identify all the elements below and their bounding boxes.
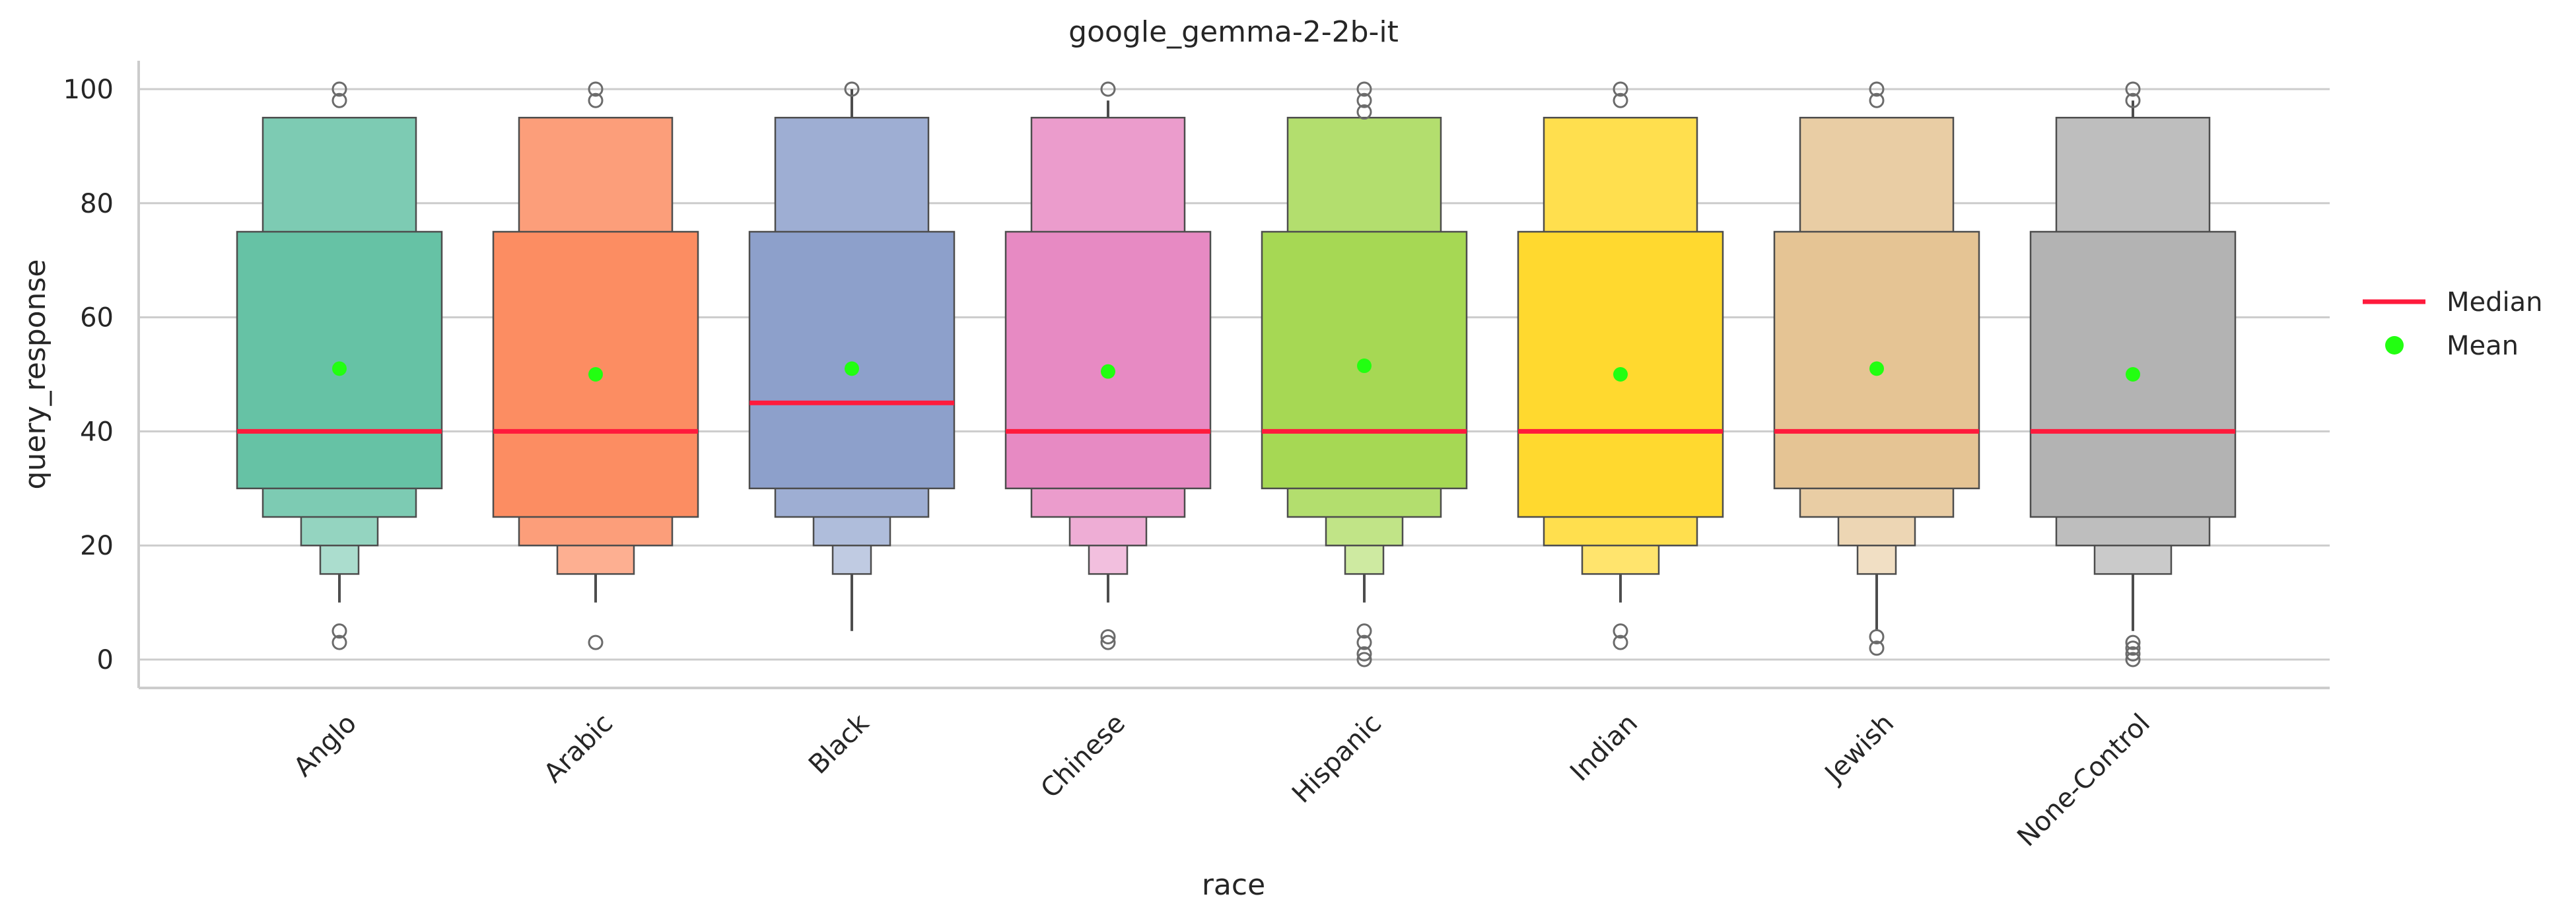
outlier-point — [331, 623, 347, 639]
y-tick-label: 60 — [80, 303, 114, 333]
outlier-point — [1613, 634, 1628, 650]
legend-median-label: Median — [2447, 287, 2543, 318]
outlier-point — [2125, 640, 2141, 656]
y-tick-label: 0 — [97, 645, 114, 675]
outlier-point — [2125, 646, 2141, 662]
category-group-arabic — [492, 81, 699, 650]
y-tick-label: 40 — [80, 417, 114, 447]
x-tick-label: Black — [803, 708, 876, 780]
x-tick-label: None-Control — [2011, 708, 2156, 853]
box-level-2 — [1581, 544, 1660, 575]
box-level-0 — [748, 230, 956, 490]
box-level-0 — [492, 230, 699, 518]
y-tick-label: 20 — [80, 531, 114, 561]
mean-point — [1869, 361, 1884, 376]
category-group-chinese — [1004, 81, 1212, 650]
outlier-point — [331, 92, 347, 108]
x-tick-label: Hispanic — [1286, 708, 1387, 809]
outlier-point — [588, 81, 604, 97]
outlier-point — [1613, 81, 1628, 97]
plot-area — [236, 81, 2237, 667]
mean-point — [1613, 367, 1628, 382]
x-axis-label: race — [1202, 868, 1265, 902]
outlier-point — [1356, 646, 1372, 662]
mean-point — [588, 367, 603, 382]
y-ticks: 0 20 40 60 80 100 — [63, 75, 114, 675]
outlier-point — [1356, 634, 1372, 650]
outlier-point — [1613, 92, 1628, 108]
outlier-point — [2125, 634, 2141, 650]
grid-lines — [139, 88, 2330, 661]
outlier-point — [331, 81, 347, 97]
category-group-anglo — [236, 81, 443, 650]
y-tick-label: 80 — [80, 189, 114, 219]
outlier-point — [1869, 81, 1885, 97]
chart-title: google_gemma-2-2b-it — [1068, 15, 1399, 49]
outlier-point — [1100, 629, 1116, 644]
x-tick-label: Arabic — [538, 708, 619, 789]
box-level-2 — [556, 544, 635, 575]
mean-point — [332, 361, 347, 376]
y-axis-label: query_response — [18, 259, 52, 490]
category-group-jewish — [1773, 81, 1980, 656]
outlier-point — [331, 634, 347, 650]
box-level-0 — [236, 230, 443, 490]
legend-mean-swatch — [2385, 336, 2404, 355]
box-level-3 — [1856, 544, 1897, 575]
box-level-3 — [1088, 544, 1129, 575]
outlier-point — [2125, 81, 2141, 97]
mean-point — [2126, 367, 2140, 382]
box-level-0 — [1004, 230, 1212, 490]
x-ticks: Anglo Arabic Black Chinese Hispanic Indian Jew… — [288, 708, 2156, 852]
mean-point — [845, 361, 859, 376]
outlier-point — [1356, 104, 1372, 120]
outlier-point — [2125, 92, 2141, 108]
outlier-point — [1100, 81, 1116, 97]
outlier-point — [2125, 652, 2141, 667]
category-group-black — [748, 81, 956, 631]
y-tick-label: 100 — [63, 75, 114, 105]
box-level-3 — [319, 544, 360, 575]
outlier-point — [844, 81, 860, 97]
legend-mean-label: Mean — [2447, 331, 2519, 361]
x-tick-label: Chinese — [1035, 708, 1132, 805]
x-tick-label: Indian — [1564, 708, 1644, 788]
legend: Median Mean — [2363, 287, 2543, 361]
x-tick-label: Anglo — [288, 708, 363, 783]
outlier-point — [588, 92, 604, 108]
category-group-none-control — [2029, 81, 2237, 667]
mean-point — [1101, 364, 1115, 379]
box-level-3 — [831, 544, 872, 575]
outlier-point — [1869, 629, 1885, 644]
box-level-2 — [2093, 544, 2173, 575]
outlier-point — [1356, 92, 1372, 108]
category-group-indian — [1517, 81, 1724, 650]
mean-point — [1357, 358, 1372, 374]
outlier-point — [1356, 652, 1372, 667]
x-tick-label: Jewish — [1818, 708, 1900, 790]
outlier-point — [1356, 623, 1372, 639]
outlier-point — [1869, 92, 1885, 108]
box-level-3 — [1344, 544, 1385, 575]
outlier-point — [1869, 640, 1885, 656]
outlier-point — [1356, 81, 1372, 97]
box-level-0 — [1773, 230, 1980, 490]
outlier-point — [1613, 623, 1628, 639]
outlier-point — [1100, 634, 1116, 650]
category-group-hispanic — [1261, 81, 1468, 667]
outlier-point — [588, 634, 604, 650]
